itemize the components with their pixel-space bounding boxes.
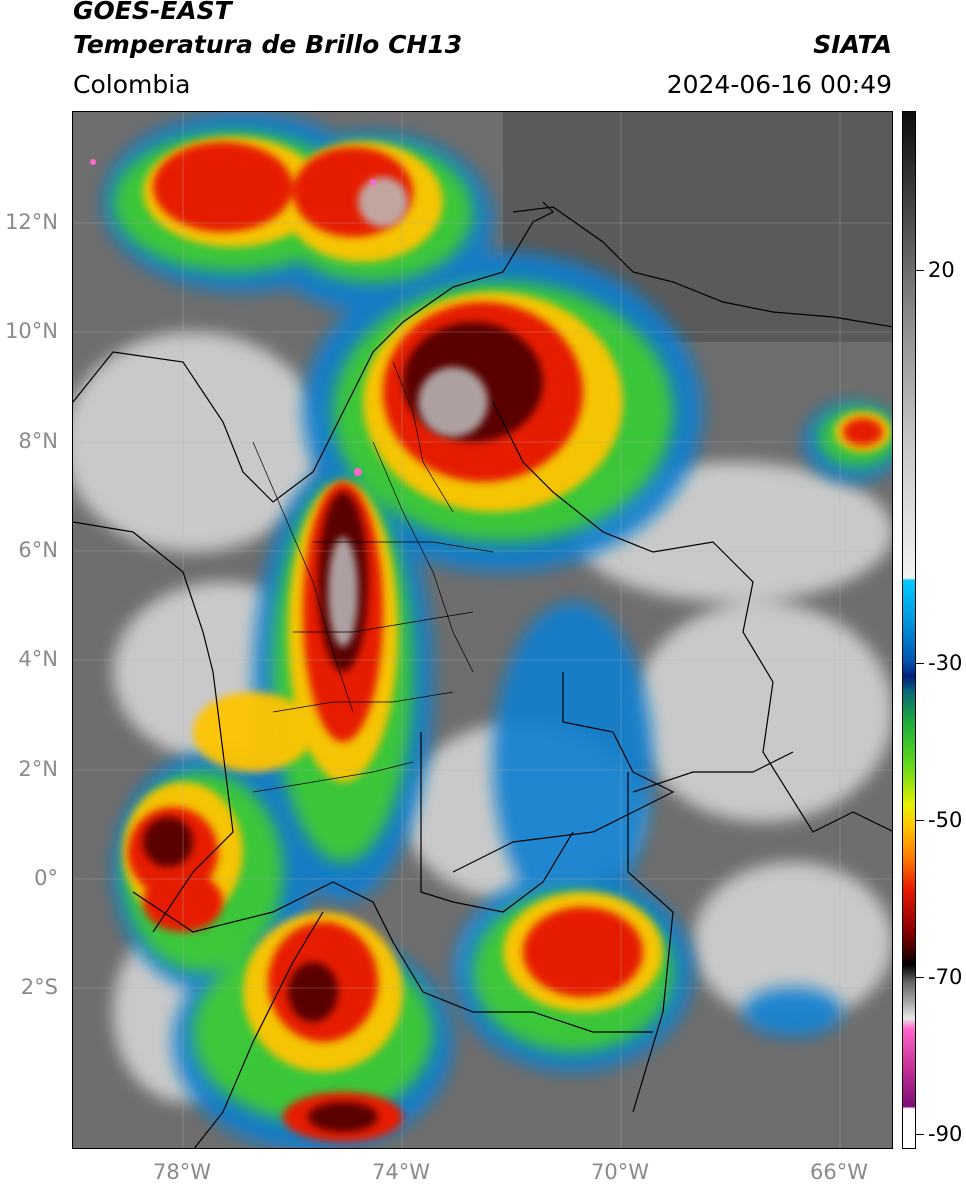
colorbar-label-20: 20 [928, 258, 955, 282]
overshooting-tops-layer [328, 177, 488, 647]
brightness-temperature-image [73, 112, 892, 1148]
product-title: GOES-EAST [73, 0, 232, 25]
department-borders [252, 361, 494, 793]
lat-label-6n: 6°N [18, 538, 58, 562]
colorbar-tick [916, 663, 924, 664]
overshoot-markers [90, 159, 376, 476]
colorbar-label-minus90: -90 [928, 1122, 963, 1146]
satellite-map [72, 111, 893, 1149]
colorbar-tick [916, 977, 924, 978]
lat-label-2s: 2°S [20, 975, 58, 999]
product-subtitle: Temperatura de Brillo CH13 [73, 30, 463, 59]
lon-label-74w: 74°W [372, 1160, 430, 1184]
colorbar-label-minus50: -50 [928, 808, 963, 832]
lon-label-66w: 66°W [810, 1160, 868, 1184]
region-label: Colombia [73, 70, 191, 99]
country-borders [73, 201, 892, 1148]
lat-label-0: 0° [34, 866, 58, 890]
colorbar-tick [916, 820, 924, 821]
colorbar-label-minus30: -30 [928, 651, 963, 675]
graticule [73, 112, 892, 1148]
agency-label: SIATA [813, 30, 892, 59]
lat-label-10n: 10°N [5, 319, 58, 343]
lon-label-70w: 70°W [591, 1160, 649, 1184]
lat-label-2n: 2°N [18, 757, 58, 781]
datetime-label: 2024-06-16 00:49 [666, 70, 892, 99]
colorbar-tick [916, 1134, 924, 1135]
lat-label-8n: 8°N [18, 429, 58, 453]
lat-label-12n: 12°N [5, 210, 58, 234]
lat-label-4n: 4°N [18, 647, 58, 671]
temperature-colorbar [902, 111, 916, 1149]
colorbar-label-minus70: -70 [928, 965, 963, 989]
lon-label-78w: 78°W [153, 1160, 211, 1184]
colorbar-tick [916, 270, 924, 271]
